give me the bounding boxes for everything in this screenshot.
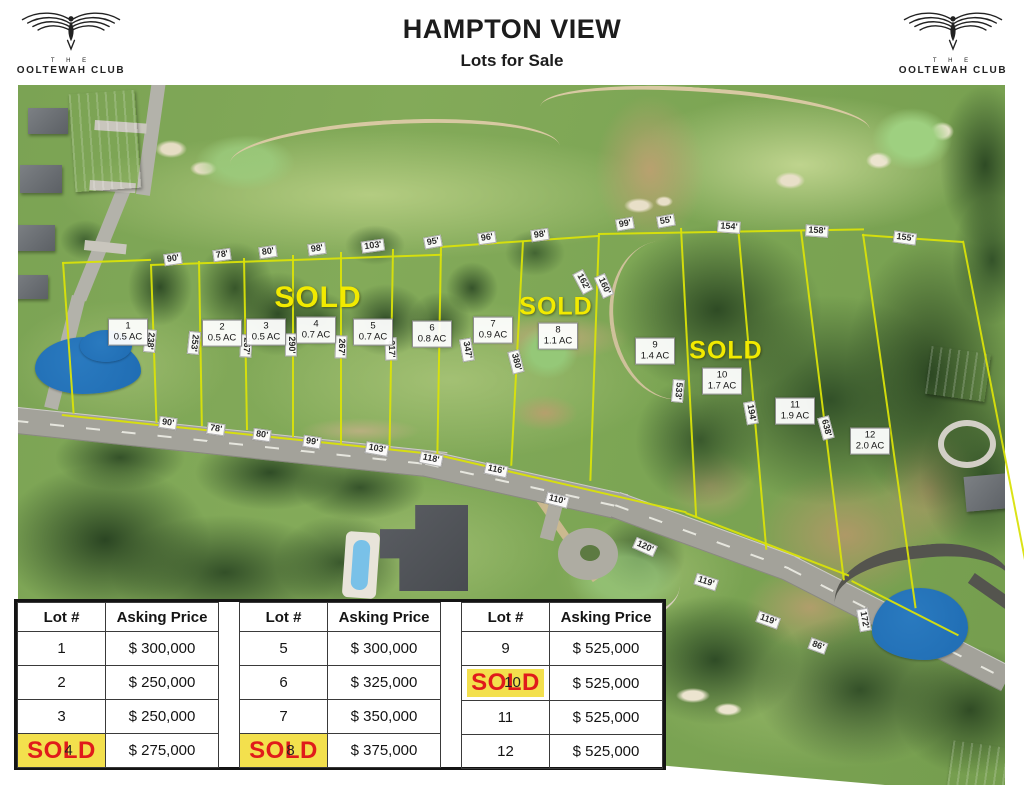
- ooltewah-club-logo-left: T H E OOLTEWAH CLUB: [6, 8, 136, 76]
- house: [924, 346, 992, 402]
- table-gap-column: [441, 602, 461, 767]
- asking-price-cell: $ 325,000: [327, 665, 441, 700]
- table-row: 5 $ 300,000: [239, 631, 441, 666]
- sold-lot-cell: SOLD 4: [17, 733, 106, 768]
- sold-badge: SOLD: [27, 736, 96, 764]
- asking-price-cell: $ 250,000: [105, 699, 219, 734]
- cul-de-sac-island: [580, 545, 600, 561]
- logo-the-text: T H E: [50, 58, 92, 64]
- column-header: Lot #: [17, 602, 106, 632]
- table-row: 12 $ 525,000: [461, 734, 663, 769]
- page-title: HAMPTON VIEW: [402, 14, 622, 44]
- asking-price-cell: $ 300,000: [105, 631, 219, 666]
- titles: HAMPTON VIEW Lots for Sale: [0, 14, 1024, 71]
- column-header: Asking Price: [549, 602, 663, 632]
- sold-lot-cell: SOLD 10: [461, 665, 550, 701]
- table-row: 6 $ 325,000: [239, 665, 441, 700]
- asking-price-cell: $ 375,000: [327, 733, 441, 768]
- table-row: 9 $ 525,000: [461, 631, 663, 666]
- column-header: Asking Price: [105, 602, 219, 632]
- lot-number: 10: [504, 674, 521, 692]
- column-header: Asking Price: [327, 602, 441, 632]
- lot-number-cell: 3: [17, 699, 106, 734]
- price-table-group: Lot # Asking Price 9 $ 525,000 SOLD 10 $ 525,0…: [461, 602, 663, 769]
- price-table-group: Lot # Asking Price 5 $ 300,000 6 $ 325,000 7 $ …: [239, 602, 441, 768]
- asking-price-cell: $ 300,000: [327, 631, 441, 666]
- price-table: Lot # Asking Price 1 $ 300,000 2 $ 250,000 3 $ …: [14, 599, 666, 770]
- logo-club-name: OOLTEWAH CLUB: [898, 65, 1008, 76]
- house: [18, 275, 48, 299]
- sold-badge: SOLD: [471, 669, 540, 696]
- pond: [872, 588, 968, 660]
- swimming-pool: [350, 539, 371, 591]
- table-row: 7 $ 350,000: [239, 699, 441, 734]
- house: [28, 108, 68, 134]
- lot-number: 4: [64, 741, 73, 759]
- table-row: SOLD 8 $ 375,000: [239, 733, 441, 768]
- lot-number-cell: 12: [461, 734, 550, 769]
- photo-edge-bottom: [0, 769, 658, 785]
- page-subtitle: Lots for Sale: [460, 51, 564, 70]
- lot-number-cell: 5: [239, 631, 328, 666]
- table-row: 3 $ 250,000: [17, 699, 219, 734]
- table-row: 2 $ 250,000: [17, 665, 219, 700]
- circular-driveway: [938, 420, 996, 468]
- lot-number-cell: 6: [239, 665, 328, 700]
- house: [20, 165, 62, 193]
- asking-price-cell: $ 525,000: [549, 700, 663, 735]
- table-row: SOLD 4 $ 275,000: [17, 733, 219, 768]
- lot-number-cell: 7: [239, 699, 328, 734]
- table-row: 1 $ 300,000: [17, 631, 219, 666]
- asking-price-cell: $ 525,000: [549, 665, 663, 701]
- lot-number-cell: 9: [461, 631, 550, 666]
- lot-number: 8: [286, 741, 295, 759]
- column-header: Lot #: [239, 602, 328, 632]
- house: [963, 473, 1005, 512]
- pond: [80, 330, 132, 362]
- sold-badge: SOLD: [249, 736, 318, 764]
- eagle-icon: [903, 12, 1003, 50]
- lot-number-cell: 11: [461, 700, 550, 735]
- column-header: Lot #: [461, 602, 550, 632]
- table-row: SOLD 10 $ 525,000: [461, 665, 663, 701]
- asking-price-cell: $ 525,000: [549, 631, 663, 666]
- clubhouse-building: [68, 89, 142, 193]
- house: [947, 740, 1005, 785]
- header: T H E OOLTEWAH CLUB HAMPTON VIEW Lots fo…: [0, 0, 1024, 85]
- price-table-group: Lot # Asking Price 1 $ 300,000 2 $ 250,000 3 $ …: [17, 602, 219, 768]
- table-gap-column: [219, 602, 239, 767]
- sold-lot-cell: SOLD 8: [239, 733, 328, 768]
- asking-price-cell: $ 525,000: [549, 734, 663, 769]
- asking-price-cell: $ 250,000: [105, 665, 219, 700]
- house: [18, 225, 55, 251]
- asking-price-cell: $ 275,000: [105, 733, 219, 768]
- table-row: 11 $ 525,000: [461, 700, 663, 735]
- lot-number-cell: 2: [17, 665, 106, 700]
- asking-price-cell: $ 350,000: [327, 699, 441, 734]
- logo-club-name: OOLTEWAH CLUB: [16, 65, 126, 76]
- ooltewah-club-logo-right: T H E OOLTEWAH CLUB: [888, 8, 1018, 76]
- lot-number-cell: 1: [17, 631, 106, 666]
- logo-the-text: T H E: [932, 58, 974, 64]
